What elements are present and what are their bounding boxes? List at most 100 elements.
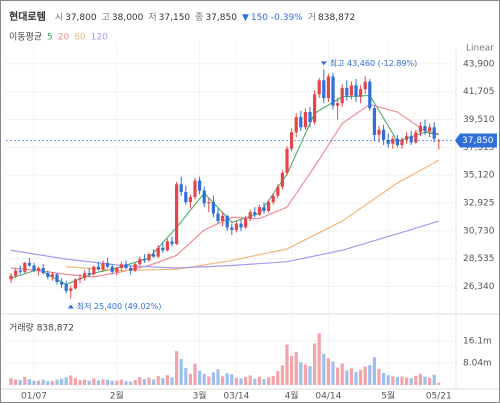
- x-tick-label: 05/21: [426, 392, 452, 402]
- ma-title: 이동평균: [9, 32, 42, 43]
- candle-body: [23, 262, 27, 272]
- volume-bar: [345, 370, 349, 385]
- volume-bar: [147, 377, 151, 385]
- header-value: 37,850: [205, 13, 237, 23]
- candle-body: [253, 212, 257, 215]
- candle-body: [27, 262, 31, 266]
- volume-bar: [64, 377, 68, 385]
- volume-bar: [96, 380, 100, 385]
- x-tick-label: 01/07: [21, 392, 47, 402]
- candle-body: [129, 268, 133, 271]
- candle-body: [60, 281, 64, 285]
- candle-body: [248, 212, 252, 219]
- volume-bar: [271, 375, 275, 385]
- header-value: 37,150: [158, 13, 191, 23]
- candle-body: [437, 140, 441, 142]
- volume-bar: [336, 367, 340, 385]
- volume-bar: [184, 368, 188, 385]
- volume-bar: [37, 380, 41, 385]
- candle-body: [354, 85, 358, 97]
- candle-body: [41, 268, 45, 274]
- x-tick-label: 04/14: [315, 392, 341, 402]
- header-value: 38,000: [111, 13, 144, 23]
- high-label: 최고 43,460 (-12.89%): [330, 58, 417, 68]
- volume-bar: [234, 377, 238, 385]
- stock-name: 현대로템: [9, 12, 46, 23]
- volume-bar: [142, 378, 146, 385]
- candle-body: [428, 127, 432, 132]
- volume-bar: [124, 381, 128, 385]
- volume-bar: [165, 375, 169, 385]
- candle-body: [133, 264, 137, 271]
- volume-bar: [322, 353, 326, 385]
- y-tick-label: 28,535: [463, 254, 495, 264]
- x-tick-label: 5월: [381, 390, 395, 402]
- candle-body: [110, 266, 114, 272]
- volume-bar: [405, 377, 409, 385]
- candle-body: [244, 218, 248, 228]
- volume-bar: [432, 374, 436, 385]
- candle-body: [69, 288, 73, 291]
- volume-bar: [179, 359, 183, 385]
- header-key: ▼: [241, 13, 249, 23]
- volume-bar: [290, 356, 294, 385]
- volume-title: 거래량 838,872: [9, 322, 74, 334]
- candle-body: [175, 184, 179, 244]
- candle-body: [188, 197, 192, 203]
- candle-body: [32, 265, 36, 271]
- volume-bar: [101, 379, 105, 385]
- volume-bar: [73, 377, 77, 385]
- candle-body: [119, 264, 123, 269]
- candle-body: [359, 89, 363, 97]
- volume-bar: [331, 361, 335, 385]
- candle-body: [267, 202, 271, 211]
- volume-bar: [170, 377, 174, 385]
- volume-bar: [188, 373, 192, 385]
- y-tick-label: 41,705: [463, 87, 495, 97]
- candle-body: [299, 117, 303, 128]
- volume-bar: [313, 343, 317, 385]
- candle-body: [409, 136, 413, 143]
- volume-bar: [267, 377, 271, 385]
- candle-body: [64, 284, 68, 291]
- volume-bar: [78, 380, 82, 385]
- x-tick-label: 03/14: [223, 392, 249, 402]
- candle-body: [432, 127, 436, 139]
- candle-body: [221, 216, 225, 222]
- volume-bar: [428, 377, 432, 385]
- volume-bar: [308, 366, 312, 385]
- candle-body: [152, 254, 156, 257]
- candle-body: [78, 278, 82, 280]
- high-marker: [320, 61, 327, 66]
- volume-bar: [152, 379, 156, 385]
- candle-body: [377, 129, 381, 135]
- volume-bar: [32, 380, 36, 385]
- volume-bar: [299, 362, 303, 385]
- volume-bar: [14, 379, 18, 385]
- volume-bar: [257, 376, 261, 385]
- volume-bar: [276, 371, 280, 385]
- y-tick-label: 39,510: [463, 115, 495, 125]
- candle-body: [9, 275, 13, 280]
- candle-body: [73, 279, 77, 289]
- volume-bar: [244, 377, 248, 385]
- volume-bar: [92, 378, 96, 385]
- volume-bar: [400, 376, 404, 385]
- volume-bar: [225, 373, 229, 385]
- candle-body: [280, 172, 284, 187]
- candle-body: [225, 216, 229, 228]
- candle-body: [37, 268, 41, 271]
- candle-body: [363, 81, 367, 90]
- y-tick-label: 35,120: [463, 171, 495, 181]
- volume-bar: [221, 376, 225, 385]
- candle-body: [165, 241, 169, 251]
- candle-body: [83, 273, 87, 279]
- y-tick-label: 37,315: [463, 143, 495, 153]
- candle-body: [368, 81, 372, 109]
- volume-bar: [138, 377, 142, 385]
- candle-body: [382, 129, 386, 140]
- candle-body: [372, 108, 376, 135]
- candle-body: [234, 223, 238, 230]
- volume-bar: [354, 371, 358, 385]
